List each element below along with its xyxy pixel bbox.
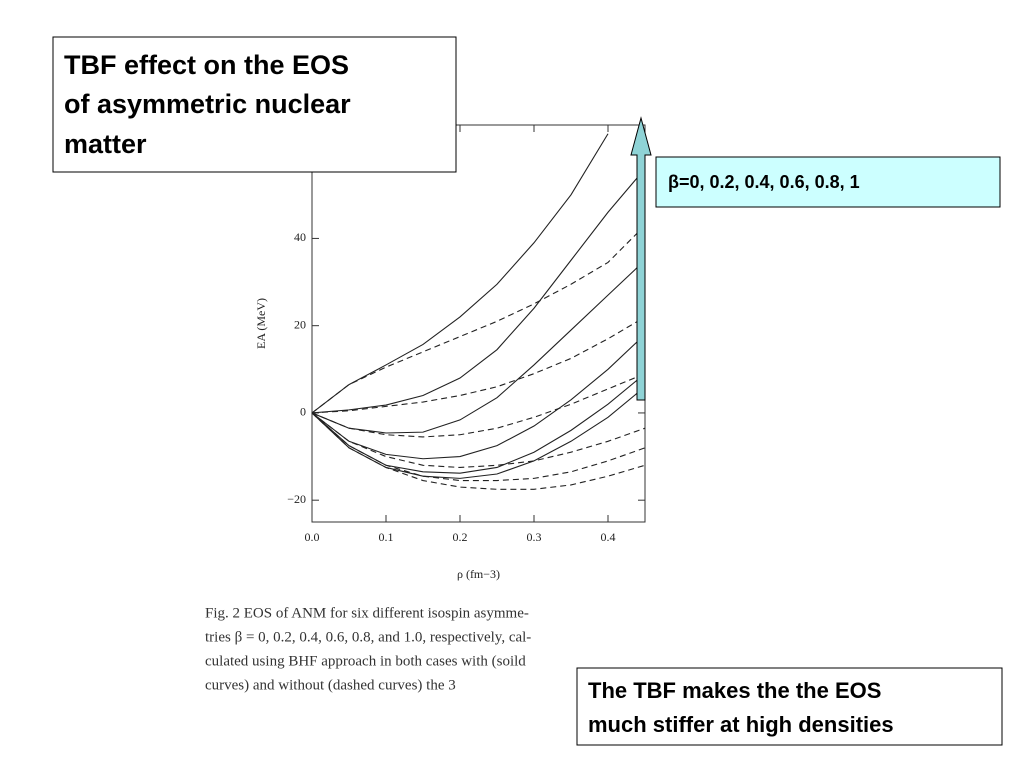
y-tick-label: 0	[300, 405, 306, 419]
curve	[311, 373, 646, 438]
y-axis-label: EA (MeV)	[254, 298, 268, 349]
caption: curves) and without (dashed curves) the …	[205, 677, 456, 693]
curve	[311, 412, 646, 469]
beta-box	[655, 156, 1001, 208]
x-tick-label: 0.4	[601, 530, 616, 544]
curve	[311, 224, 646, 414]
y-tick-label: 20	[294, 317, 306, 331]
plot-frame	[311, 124, 646, 523]
x-axis-label: ρ (fm−3)	[457, 567, 500, 581]
x-tick-label: 0.2	[453, 530, 468, 544]
title-box	[52, 36, 457, 173]
y-tick-label: 40	[294, 230, 306, 244]
x-tick-label: 0.0	[305, 530, 320, 544]
curve	[311, 334, 646, 460]
y-tick-label: −20	[287, 492, 306, 506]
caption: culated using BHF approach in both cases…	[205, 653, 526, 669]
title: matter	[64, 129, 147, 159]
caption: Fig. 2 EOS of ANM for six different isos…	[205, 605, 529, 621]
curve	[311, 412, 646, 490]
curve	[311, 259, 646, 434]
x-tick-label: 0.1	[379, 530, 394, 544]
beta-note: β=0, 0.2, 0.4, 0.6, 0.8, 1	[668, 172, 860, 192]
caption: tries β = 0, 0.2, 0.4, 0.6, 0.8, and 1.0…	[205, 629, 531, 645]
arrow	[630, 116, 652, 401]
title: TBF effect on the EOS	[64, 50, 349, 80]
curve	[311, 412, 646, 482]
x-tick-label: 0.3	[527, 530, 542, 544]
title: of asymmetric nuclear	[64, 89, 351, 119]
conclusion-box	[576, 667, 1003, 746]
conclusion: The TBF makes the the EOS	[588, 678, 881, 703]
curve	[311, 133, 609, 414]
curve	[311, 168, 646, 414]
curve	[311, 316, 646, 414]
curve	[311, 373, 646, 474]
conclusion: much stiffer at high densities	[588, 712, 894, 737]
